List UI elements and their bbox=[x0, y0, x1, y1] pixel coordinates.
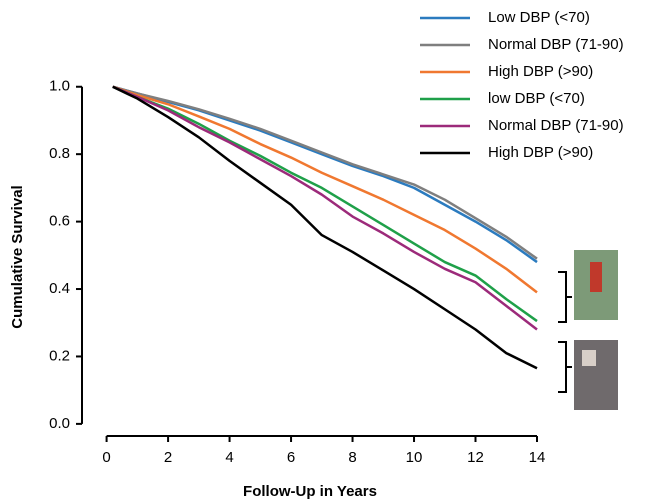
y-axis-label: Cumulative Survival bbox=[9, 185, 26, 328]
photo-figure bbox=[582, 350, 596, 366]
x-tick-label: 8 bbox=[348, 449, 356, 466]
series-line bbox=[112, 85, 538, 323]
x-tick-label: 2 bbox=[164, 449, 172, 466]
y-tick-label: 0.0 bbox=[49, 415, 70, 432]
photo-figure bbox=[590, 262, 602, 292]
legend-label: Normal DBP (71-90) bbox=[488, 117, 624, 134]
y-tick-label: 0.6 bbox=[49, 213, 70, 230]
series-line bbox=[112, 85, 538, 260]
y-tick-label: 0.8 bbox=[49, 145, 70, 162]
legend-label: low DBP (<70) bbox=[488, 90, 585, 107]
bracket bbox=[558, 341, 572, 393]
legend-label: High DBP (>90) bbox=[488, 63, 593, 80]
photos bbox=[558, 250, 618, 410]
bracket bbox=[558, 271, 572, 323]
x-axis-label: Follow-Up in Years bbox=[243, 483, 377, 500]
x-tick-label: 14 bbox=[529, 449, 546, 466]
legend-label: Normal DBP (71-90) bbox=[488, 36, 624, 53]
x-tick-label: 6 bbox=[287, 449, 295, 466]
series-line bbox=[112, 85, 538, 294]
x-tick-label: 0 bbox=[102, 449, 110, 466]
series-line bbox=[112, 85, 538, 370]
y-tick-label: 0.4 bbox=[49, 280, 70, 297]
legend-label: Low DBP (<70) bbox=[488, 9, 590, 26]
series-line bbox=[112, 85, 538, 331]
legend-label: High DBP (>90) bbox=[488, 144, 593, 161]
y-tick-label: 1.0 bbox=[49, 78, 70, 95]
x-tick-label: 10 bbox=[406, 449, 423, 466]
y-tick-label: 0.2 bbox=[49, 347, 70, 364]
x-tick-label: 4 bbox=[225, 449, 233, 466]
x-tick-label: 12 bbox=[467, 449, 484, 466]
